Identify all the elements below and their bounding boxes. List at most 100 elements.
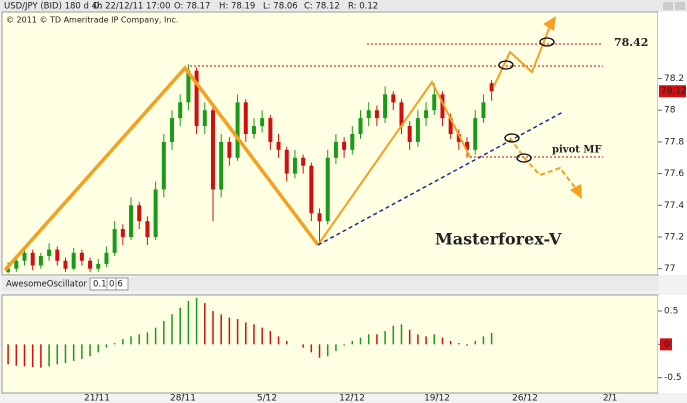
candle-body xyxy=(342,141,347,150)
x-tick-label: 12/12 xyxy=(339,394,365,403)
header-bar xyxy=(0,0,687,11)
arrow-head xyxy=(543,16,556,31)
candle-body xyxy=(161,141,166,190)
candle-body xyxy=(399,102,404,127)
candle-body xyxy=(202,110,207,127)
marker xyxy=(504,133,520,143)
candle-body xyxy=(227,141,232,158)
window-button[interactable] xyxy=(675,2,685,10)
forecast-down xyxy=(509,137,578,191)
y-tick-label: 78 xyxy=(664,106,676,116)
marker xyxy=(539,37,555,47)
candle-body xyxy=(22,252,27,261)
candle-body xyxy=(170,118,175,142)
x-tick-label: 21/11 xyxy=(84,394,110,403)
y-tick-label: 77.4 xyxy=(664,201,684,211)
candle-body xyxy=(71,252,76,269)
y-tick-label: -0.5 xyxy=(664,373,682,383)
y-tick-label: 78.2 xyxy=(664,74,684,84)
zero-box xyxy=(660,338,672,351)
y-tick-label: 77 xyxy=(664,264,675,274)
y-tick-label: 77.6 xyxy=(664,169,684,179)
candle-body xyxy=(235,102,240,158)
close: C: 78.12 xyxy=(304,2,340,12)
candle-body xyxy=(366,110,371,119)
symbol: USD/JPY (BID) 180 d 4h xyxy=(4,2,102,12)
candle-body xyxy=(440,94,445,119)
candle-body xyxy=(456,133,461,142)
pivot-label: pivot MF xyxy=(552,145,602,156)
candle-body xyxy=(55,249,60,261)
candle-body xyxy=(251,126,256,134)
copyright: © 2011 © TD Ameritrade IP Company, Inc. xyxy=(6,16,178,25)
candle-body xyxy=(473,118,478,150)
price-panel xyxy=(1,11,659,276)
candle-body xyxy=(333,141,338,158)
candle-body xyxy=(432,94,437,111)
high: H: 78.19 xyxy=(219,2,255,12)
candle-body xyxy=(30,252,35,266)
candle-body xyxy=(350,133,355,150)
oscillator-panel xyxy=(1,294,659,394)
osc-param: 0 xyxy=(109,280,114,290)
y-tick-label: 77.8 xyxy=(664,137,684,147)
y-tick-label: 77.2 xyxy=(664,232,684,242)
arrow-head xyxy=(570,184,582,199)
candle-body xyxy=(407,126,412,142)
x-tick-label: 26/12 xyxy=(512,394,538,403)
candle-body xyxy=(325,157,330,222)
candle-body xyxy=(317,213,322,222)
date: D: 22/12/11 17:00 xyxy=(93,2,170,12)
forecast-up xyxy=(493,25,551,87)
brand: Masterforex-V xyxy=(435,230,562,249)
candle-body xyxy=(38,255,43,266)
candle-body xyxy=(219,141,224,190)
candle-body xyxy=(489,83,494,92)
candle-body xyxy=(448,118,453,134)
candle-body xyxy=(120,229,125,237)
marker xyxy=(516,153,532,163)
window-button[interactable] xyxy=(663,2,673,10)
price-axis xyxy=(658,12,687,275)
candle-body xyxy=(465,141,470,150)
open: O: 78.17 xyxy=(174,2,210,12)
x-tick-label: 19/12 xyxy=(424,394,450,403)
candle-body xyxy=(415,118,420,142)
candle-body xyxy=(481,102,486,119)
candle-body xyxy=(358,118,363,134)
y-tick-label: 0 xyxy=(664,340,670,350)
candle-body xyxy=(6,268,11,272)
candle-body xyxy=(391,94,396,103)
x-tick-label: 2/1 xyxy=(603,394,617,403)
range: R: 0.12 xyxy=(348,2,378,12)
candle-body xyxy=(284,149,289,174)
candle-body xyxy=(243,102,248,134)
candle-body xyxy=(268,118,273,142)
y-tick-label: 0.5 xyxy=(664,307,678,317)
last-price-box xyxy=(659,85,686,98)
x-tick-label: 28/11 xyxy=(170,394,196,403)
candle-body xyxy=(260,118,265,127)
osc-name: AwesomeOscillator xyxy=(6,280,87,290)
last-price: 78.12 xyxy=(661,87,687,97)
candle-body xyxy=(129,205,134,237)
candle-body xyxy=(210,110,215,190)
marker xyxy=(498,60,514,70)
candle-body xyxy=(186,70,191,103)
osc-param-box xyxy=(106,277,117,291)
candle-body xyxy=(79,252,84,261)
candle-body xyxy=(63,260,68,269)
candle-body xyxy=(424,110,429,119)
trend-line xyxy=(317,111,564,246)
candle-body xyxy=(14,260,19,269)
x-tick-label: 5/12 xyxy=(257,394,277,403)
candle-body xyxy=(301,157,306,166)
wave-line xyxy=(3,65,320,272)
candle-body xyxy=(47,249,52,256)
wave-line xyxy=(317,80,471,246)
candle-body xyxy=(104,252,109,264)
candle-body xyxy=(309,165,314,214)
candle-body xyxy=(96,263,101,269)
candle-body xyxy=(137,205,142,222)
